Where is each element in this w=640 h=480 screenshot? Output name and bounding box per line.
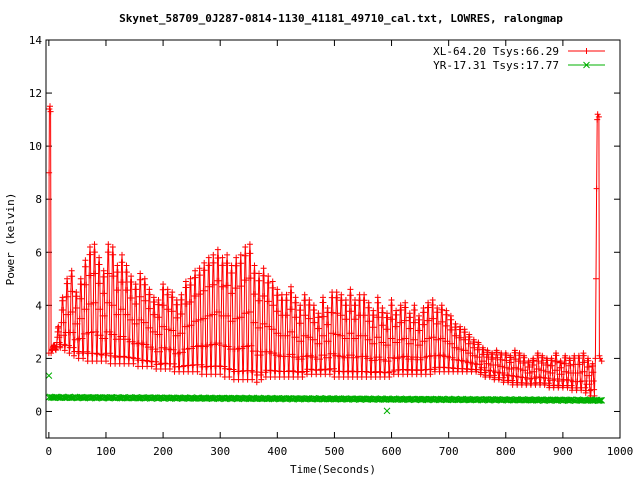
- series-yr: [45, 372, 606, 415]
- series-markers: [45, 393, 606, 405]
- y-tick-label: 2: [35, 352, 42, 365]
- plot-frame: [45, 39, 621, 439]
- plot-area: [45, 103, 606, 415]
- y-axis-label: Power (kelvin): [4, 193, 17, 286]
- series-xl: [45, 103, 605, 402]
- x-tick-label: 1000: [607, 445, 634, 458]
- legend-label: XL-64.20 Tsys:66.29: [433, 45, 559, 58]
- x-tick-label: 400: [267, 445, 287, 458]
- legend-marker: [583, 61, 590, 69]
- x-tick-label: 300: [210, 445, 230, 458]
- series-markers: [45, 103, 605, 402]
- x-axis-label: Time(Seconds): [290, 463, 376, 476]
- x-tick-label: 800: [496, 445, 516, 458]
- outlier-point: [45, 372, 53, 379]
- x-tick-label: 900: [553, 445, 573, 458]
- y-tick-label: 12: [29, 87, 42, 100]
- outlier-point: [383, 407, 391, 415]
- chart-title: Skynet_58709_0J287-0814-1130_41181_49710…: [119, 12, 563, 25]
- x-tick-label: 100: [96, 445, 116, 458]
- legend-label: YR-17.31 Tsys:17.77: [433, 59, 559, 72]
- y-tick-label: 8: [35, 193, 42, 206]
- x-tick-label: 0: [46, 445, 53, 458]
- y-tick-label: 10: [29, 140, 42, 153]
- x-tick-label: 200: [153, 445, 173, 458]
- y-tick-label: 6: [35, 246, 42, 259]
- x-tick-label: 700: [439, 445, 459, 458]
- axis-ticks: 0 100 200 300 400 500 600 700 800 900 1000 0 2 4 6 8 10 1…: [29, 34, 634, 458]
- y-tick-label: 0: [35, 405, 42, 418]
- legend-marker: [583, 48, 590, 54]
- x-tick-label: 600: [382, 445, 402, 458]
- y-tick-label: 4: [35, 299, 42, 312]
- y-tick-label: 14: [29, 34, 43, 47]
- x-tick-label: 500: [324, 445, 344, 458]
- series-line: [48, 106, 603, 399]
